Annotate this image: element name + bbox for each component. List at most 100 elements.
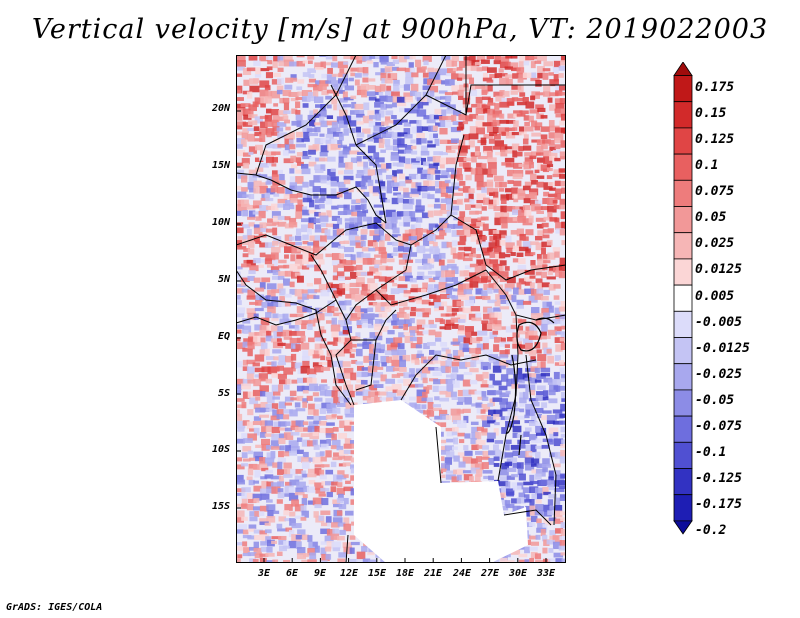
- field-cell: [246, 91, 253, 99]
- field-cell: [355, 264, 363, 271]
- field-cell: [456, 474, 462, 481]
- field-cell: [337, 391, 344, 399]
- field-cell: [331, 541, 342, 549]
- field-cell: [512, 258, 519, 263]
- field-cell: [243, 248, 251, 252]
- field-cell: [308, 74, 315, 78]
- field-cell: [236, 73, 243, 77]
- field-cell: [408, 109, 419, 114]
- field-cell: [391, 132, 402, 139]
- field-cell: [289, 236, 295, 241]
- field-cell: [277, 492, 285, 499]
- field-cell: [535, 242, 544, 251]
- field-cell: [390, 73, 397, 79]
- field-cell: [426, 174, 434, 181]
- field-cell: [452, 91, 459, 95]
- colorbar-swatch: [673, 101, 693, 129]
- field-cell: [445, 73, 452, 77]
- field-cell: [499, 77, 509, 85]
- field-cell: [493, 559, 500, 563]
- field-cell: [242, 234, 248, 240]
- field-cell: [338, 432, 348, 439]
- field-cell: [549, 530, 556, 536]
- field-cell: [367, 372, 375, 377]
- field-cell: [333, 397, 341, 405]
- field-cell: [331, 390, 341, 398]
- field-cell: [446, 59, 454, 67]
- field-cell: [396, 67, 407, 72]
- field-cell: [500, 557, 508, 563]
- field-cell: [561, 439, 566, 444]
- field-cell: [294, 319, 303, 325]
- field-cell: [318, 157, 328, 162]
- field-cell: [530, 252, 536, 256]
- field-cell: [253, 498, 260, 503]
- field-cell: [505, 421, 515, 428]
- field-cell: [246, 295, 257, 300]
- field-cell: [378, 247, 387, 255]
- field-cell: [249, 188, 256, 193]
- field-cell: [242, 446, 252, 452]
- field-cell: [558, 545, 566, 551]
- field-cell: [265, 197, 274, 202]
- field-cell: [457, 289, 467, 297]
- field-cell: [350, 266, 357, 271]
- chart-title: Vertical velocity [m/s] at 900hPa, VT: 2…: [31, 14, 769, 45]
- field-cell: [277, 342, 286, 346]
- field-cell: [468, 389, 477, 395]
- field-cell: [361, 284, 371, 291]
- field-cell: [524, 252, 534, 257]
- field-cell: [475, 204, 483, 209]
- field-cell: [468, 253, 477, 258]
- field-cell: [236, 66, 245, 71]
- field-cell: [548, 389, 556, 396]
- field-cell: [283, 510, 289, 516]
- field-cell: [312, 431, 319, 437]
- field-cell: [260, 317, 270, 326]
- field-cell: [475, 312, 482, 320]
- field-cell: [284, 518, 292, 522]
- field-cell: [535, 425, 543, 433]
- field-cell: [516, 228, 525, 237]
- field-cell: [452, 380, 460, 388]
- cbar-label-14: -0.1: [695, 445, 727, 460]
- field-cell: [272, 409, 279, 418]
- field-cell: [504, 90, 510, 97]
- field-cell: [475, 431, 482, 440]
- field-cell: [296, 437, 303, 442]
- field-cell: [343, 367, 354, 375]
- field-cell: [561, 240, 566, 246]
- field-cell: [343, 443, 352, 449]
- field-cell: [290, 74, 297, 80]
- field-cell: [548, 152, 558, 160]
- field-cell: [319, 329, 327, 334]
- field-cell: [378, 320, 386, 324]
- field-cell: [492, 365, 502, 373]
- field-cell: [522, 218, 533, 226]
- field-cell: [289, 518, 296, 526]
- field-cell: [254, 374, 262, 378]
- field-cell: [349, 407, 357, 414]
- field-cell: [397, 349, 407, 356]
- field-cell: [342, 149, 350, 155]
- field-cell: [326, 120, 337, 126]
- field-cell: [403, 313, 410, 321]
- field-cell: [555, 188, 563, 194]
- field-cell: [339, 305, 347, 311]
- field-cell: [483, 108, 490, 114]
- field-cell: [422, 275, 433, 280]
- field-cell: [411, 158, 420, 165]
- field-cell: [470, 204, 476, 208]
- field-cell: [433, 407, 442, 412]
- field-cell: [373, 242, 379, 250]
- lon-label-18e: 18E: [395, 568, 415, 579]
- field-cell: [559, 229, 566, 236]
- field-cell: [560, 319, 566, 327]
- field-cell: [259, 407, 270, 412]
- field-cell: [541, 402, 548, 408]
- field-cell: [518, 492, 526, 498]
- field-cell: [343, 497, 349, 505]
- field-cell: [369, 344, 375, 352]
- field-cell: [458, 246, 465, 251]
- field-cell: [336, 475, 347, 480]
